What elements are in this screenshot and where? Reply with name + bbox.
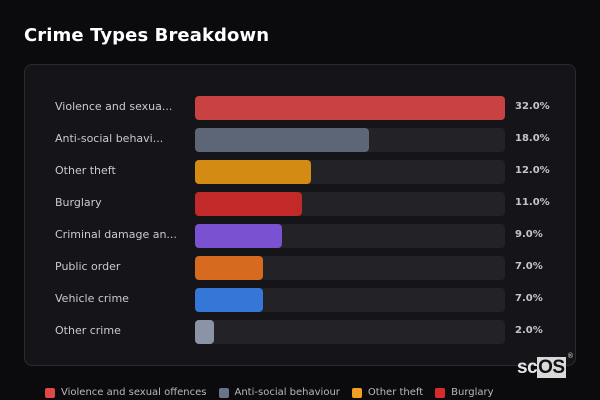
bar-track <box>195 96 505 120</box>
legend-label: Burglary <box>451 387 494 398</box>
chart-title: Crime Types Breakdown <box>24 25 270 46</box>
bar-track <box>195 192 505 216</box>
legend-item[interactable]: Anti-social behaviour <box>218 387 340 398</box>
bar-fill[interactable] <box>195 192 302 216</box>
bar-row[interactable]: Vehicle crime 7.0% <box>25 288 575 312</box>
bar-value: 2.0% <box>515 325 543 336</box>
bar-label: Vehicle crime <box>55 292 129 305</box>
legend-item[interactable]: Violence and sexual offences <box>45 387 207 398</box>
legend-item[interactable]: Other theft <box>351 387 424 398</box>
legend-item[interactable]: Burglary <box>435 387 494 398</box>
bar-row[interactable]: Anti-social behavi... 18.0% <box>25 128 575 152</box>
bar-track <box>195 288 505 312</box>
legend-swatch-icon <box>435 387 446 398</box>
logo-boxed: OS <box>537 357 566 378</box>
legend-label: Anti-social behaviour <box>234 387 340 398</box>
bar-track <box>195 128 505 152</box>
bar-value: 7.0% <box>515 261 543 272</box>
bar-track <box>195 320 505 344</box>
bar-value: 12.0% <box>515 165 550 176</box>
scos-logo: scOS ® <box>517 353 573 379</box>
bar-track <box>195 160 505 184</box>
bar-row[interactable]: Other crime 2.0% <box>25 320 575 344</box>
chart-legend: Violence and sexual offences Anti-social … <box>45 387 494 398</box>
bar-value: 9.0% <box>515 229 543 240</box>
chart-card: Violence and sexua... 32.0% Anti-social be… <box>24 64 576 366</box>
legend-label: Other theft <box>367 387 424 398</box>
legend-swatch-icon <box>218 387 229 398</box>
bar-fill[interactable] <box>195 96 505 120</box>
bar-fill[interactable] <box>195 224 283 248</box>
bar-label: Violence and sexua... <box>55 100 173 113</box>
bar-fill[interactable] <box>195 320 215 344</box>
bar-label: Other theft <box>55 164 116 177</box>
bar-label: Burglary <box>55 196 102 209</box>
bar-fill[interactable] <box>195 288 263 312</box>
bar-row[interactable]: Public order 7.0% <box>25 256 575 280</box>
bar-fill[interactable] <box>195 160 312 184</box>
legend-label: Violence and sexual offences <box>61 387 207 398</box>
bar-row[interactable]: Criminal damage an... 9.0% <box>25 224 575 248</box>
bar-label: Other crime <box>55 324 121 337</box>
bar-label: Public order <box>55 260 121 273</box>
bar-label: Criminal damage an... <box>55 228 177 241</box>
bar-fill[interactable] <box>195 256 263 280</box>
bar-value: 11.0% <box>515 197 550 208</box>
bar-row[interactable]: Burglary 11.0% <box>25 192 575 216</box>
bar-row[interactable]: Other theft 12.0% <box>25 160 575 184</box>
legend-swatch-icon <box>351 387 362 398</box>
registered-icon: ® <box>567 353 573 360</box>
bar-row[interactable]: Violence and sexua... 32.0% <box>25 96 575 120</box>
bar-fill[interactable] <box>195 128 370 152</box>
bar-label: Anti-social behavi... <box>55 132 164 145</box>
legend-swatch-icon <box>45 387 55 398</box>
bar-track <box>195 224 505 248</box>
logo-prefix: sc <box>517 357 538 378</box>
bar-value: 18.0% <box>515 133 550 144</box>
bar-track <box>195 256 505 280</box>
bar-value: 7.0% <box>515 293 543 304</box>
bar-value: 32.0% <box>515 101 550 112</box>
